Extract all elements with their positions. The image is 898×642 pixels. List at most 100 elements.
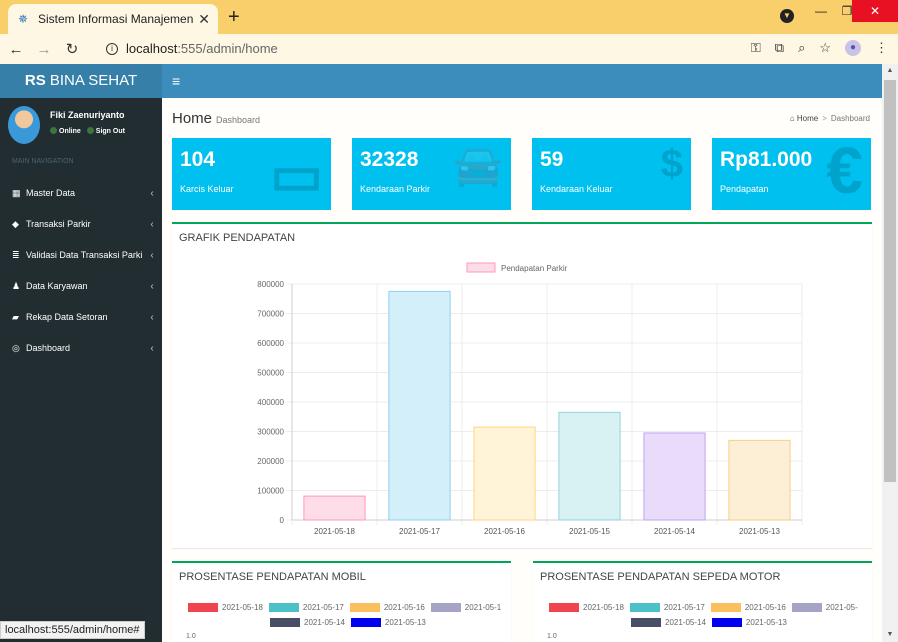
stat-value: 59	[540, 148, 564, 171]
legend-item[interactable]: 2021-05-16	[349, 603, 425, 612]
menu-label: Dashboard	[26, 343, 71, 353]
menu-icon: ◆	[12, 218, 19, 229]
legend-item[interactable]: 2021-05-	[791, 603, 858, 612]
online-status: Online	[50, 127, 81, 135]
tab-title: Sistem Informasi Manajemen RS	[38, 12, 194, 26]
menu-label: Data Karyawan	[26, 281, 88, 291]
x-tick-label: 2021-05-15	[569, 527, 610, 536]
legend-item[interactable]: 2021-05-14	[270, 618, 345, 627]
maximize-button[interactable]: ❐	[841, 4, 853, 18]
motor-revenue-title: PROSENTASE PENDAPATAN SEPEDA MOTOR	[540, 571, 781, 583]
sidebar-item-5[interactable]: ◎ Dashboard ‹	[0, 333, 162, 363]
menu-icon: ≣	[12, 249, 20, 260]
key-icon[interactable]: ⚿	[750, 40, 761, 55]
motor-axis-tick: 1.0	[547, 633, 557, 640]
stat-box-2: 59 Kendaraan Keluar $	[532, 138, 691, 210]
sidebar: Fiki Zaenuriyanto Online Sign Out MAIN N…	[0, 98, 162, 642]
menu-label: Transaksi Parkir	[26, 219, 91, 229]
legend-item[interactable]: 2021-05-17	[268, 603, 344, 612]
stat-label: Kendaraan Keluar	[540, 184, 613, 194]
sidebar-item-1[interactable]: ◆ Transaksi Parkir ‹	[0, 209, 162, 239]
browser-tab[interactable]: ✵ Sistem Informasi Manajemen RS ✕	[8, 4, 218, 34]
sidebar-toggle-icon[interactable]: ≡	[172, 73, 181, 89]
x-tick-label: 2021-05-13	[739, 527, 780, 536]
bar-2021-05-15	[558, 411, 621, 521]
page-scrollbar[interactable]: ▲ ▼	[882, 64, 898, 642]
info-icon[interactable]: i	[106, 42, 118, 55]
chart-title: GRAFIK PENDAPATAN	[179, 232, 296, 244]
x-tick-label: 2021-05-17	[399, 527, 440, 536]
revenue-chart-box: GRAFIK PENDAPATAN 0 100000 200000 300000 400…	[172, 222, 872, 548]
close-window-button[interactable]: ✕	[852, 0, 898, 22]
x-tick-label: 2021-05-18	[314, 527, 355, 536]
legend-item[interactable]: 2021-05-14	[631, 618, 706, 627]
tab-close-icon[interactable]: ✕	[198, 10, 210, 27]
stat-value: Rp81.000	[720, 148, 813, 171]
user-panel: Fiki Zaenuriyanto Online Sign Out	[8, 106, 158, 146]
menu-label: Validasi Data Transaksi Parkir	[26, 250, 142, 260]
top-navbar: ≡	[162, 64, 882, 98]
bar-2021-05-16	[473, 426, 536, 521]
avatar	[8, 106, 40, 144]
chevron-left-icon: ‹	[150, 187, 154, 199]
url-field[interactable]: i localhost:555/admin/home	[106, 41, 278, 56]
translate-icon[interactable]: ⧉	[774, 40, 785, 55]
scroll-down-icon[interactable]: ▼	[886, 631, 894, 638]
y-tick-label: 200000	[257, 457, 284, 466]
x-tick-label: 2021-05-16	[484, 527, 525, 536]
forward-button[interactable]: →	[36, 40, 52, 58]
url-path: :555/admin/home	[177, 41, 278, 56]
sidebar-item-3[interactable]: ♟ Data Karyawan ‹	[0, 271, 162, 301]
minimize-button[interactable]: —	[815, 4, 827, 18]
y-tick-label: 400000	[257, 398, 284, 407]
y-tick-label: 100000	[257, 487, 284, 496]
legend-item[interactable]: 2021-05-18	[188, 603, 263, 612]
reload-button[interactable]: ↻	[65, 41, 79, 58]
bar-2021-05-14	[643, 432, 706, 521]
main-content: Home Dashboard ⌂ Home > Dashboard 104 Karcis…	[162, 98, 882, 642]
sidebar-item-0[interactable]: ▦ Master Data ‹	[0, 178, 162, 208]
download-icon[interactable]: ▼	[780, 9, 794, 23]
euro-icon: €	[826, 138, 863, 207]
zoom-icon[interactable]: ⌕	[798, 40, 806, 55]
y-tick-label: 800000	[257, 280, 284, 289]
stat-label: Karcis Keluar	[180, 184, 234, 194]
chevron-left-icon: ‹	[150, 249, 154, 261]
sidebar-item-2[interactable]: ≣ Validasi Data Transaksi Parkir ‹	[0, 240, 162, 270]
stat-value: 104	[180, 148, 216, 171]
revenue-bar-chart: 0 100000 200000 300000 400000 500000 600000 700…	[257, 262, 803, 536]
legend-item[interactable]: 2021-05-18	[549, 603, 624, 612]
legend-item[interactable]: 2021-05-16	[710, 603, 786, 612]
menu-dots-icon[interactable]: ⋮	[875, 40, 888, 55]
user-name: Fiki Zaenuriyanto	[50, 110, 125, 120]
scroll-thumb[interactable]	[884, 80, 896, 482]
chevron-left-icon: ‹	[150, 218, 154, 230]
back-button[interactable]: ←	[8, 40, 24, 58]
x-tick-label: 2021-05-14	[654, 527, 695, 536]
legend-item[interactable]: 2021-05-1	[430, 603, 501, 612]
money-icon: $	[660, 142, 683, 186]
car-revenue-box: PROSENTASE PENDAPATAN MOBIL 2021-05-18 20…	[172, 561, 511, 642]
address-bar: ← → ↻ i localhost:555/admin/home ⚿ ⧉ ⌕ ☆…	[0, 34, 898, 64]
breadcrumb-home[interactable]: ⌂ Home	[789, 114, 819, 123]
star-icon[interactable]: ☆	[819, 40, 831, 55]
app-logo[interactable]: RS BINA SEHAT	[0, 64, 162, 98]
legend-item[interactable]: 2021-05-17	[629, 603, 705, 612]
legend-item[interactable]: 2021-05-13	[711, 618, 787, 627]
stat-box-3: Rp81.000 Pendapatan €	[712, 138, 871, 210]
scroll-up-icon[interactable]: ▲	[886, 67, 894, 74]
legend-swatch	[466, 262, 496, 273]
url-host: localhost	[126, 41, 178, 56]
sidebar-item-4[interactable]: ▰ Rekap Data Setoran ‹	[0, 302, 162, 332]
legend-item[interactable]: 2021-05-13	[350, 618, 426, 627]
menu-icon: ♟	[12, 280, 21, 291]
y-tick-label: 300000	[257, 428, 284, 437]
bar-2021-05-17	[388, 290, 451, 521]
breadcrumb: ⌂ Home > Dashboard	[789, 114, 870, 123]
new-tab-button[interactable]: +	[228, 6, 240, 28]
profile-icon[interactable]: ●	[845, 40, 861, 56]
car-icon: 🚘	[453, 144, 503, 188]
motor-revenue-box: PROSENTASE PENDAPATAN SEPEDA MOTOR 2021-…	[533, 561, 872, 642]
menu-icon: ◎	[12, 342, 20, 353]
sign-out-link[interactable]: Sign Out	[86, 127, 125, 135]
